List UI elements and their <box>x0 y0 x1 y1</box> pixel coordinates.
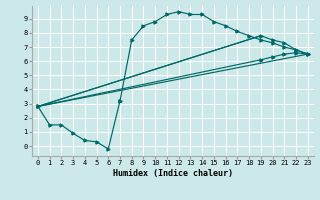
X-axis label: Humidex (Indice chaleur): Humidex (Indice chaleur) <box>113 169 233 178</box>
